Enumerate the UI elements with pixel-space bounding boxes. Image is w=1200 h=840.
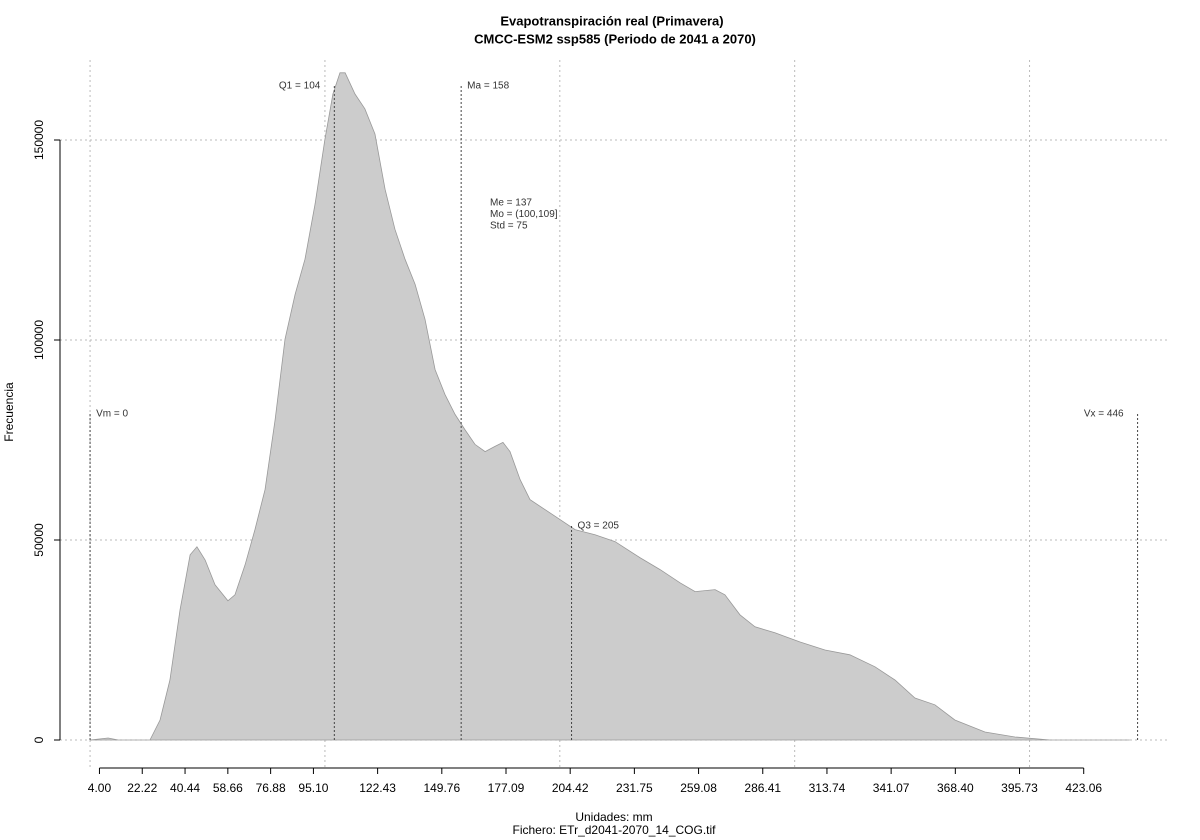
marker-label: Q1 = 104 xyxy=(279,81,321,92)
stat-label: Me = 137 xyxy=(490,198,532,209)
x-tick-label: 341.07 xyxy=(873,781,910,795)
x-tick-label: 122.43 xyxy=(359,781,396,795)
x-tick-label: 95.10 xyxy=(298,781,328,795)
x-axis-label: Unidades: mm xyxy=(575,810,652,824)
x-tick-label: 40.44 xyxy=(170,781,200,795)
y-tick-label: 50000 xyxy=(32,523,46,557)
x-tick-label: 368.40 xyxy=(937,781,974,795)
y-tick-label: 0 xyxy=(32,736,46,743)
marker-label: Q3 = 205 xyxy=(578,521,620,532)
marker-label: Vm = 0 xyxy=(96,409,128,420)
x-tick-label: 22.22 xyxy=(127,781,157,795)
x-tick-label: 259.08 xyxy=(680,781,717,795)
chart-title: Evapotranspiración real (Primavera) xyxy=(500,13,723,28)
x-tick-label: 76.88 xyxy=(256,781,286,795)
x-tick-label: 149.76 xyxy=(423,781,460,795)
stat-label: Mo = (100,109] xyxy=(490,209,558,220)
marker-label: Vx = 446 xyxy=(1084,409,1124,420)
x-tick-label: 423.06 xyxy=(1065,781,1102,795)
x-tick-label: 4.00 xyxy=(88,781,112,795)
x-tick-label: 231.75 xyxy=(616,781,653,795)
x-tick-label: 313.74 xyxy=(809,781,846,795)
x-tick-label: 395.73 xyxy=(1001,781,1038,795)
caption: Fichero: ETr_d2041-2070_14_COG.tif xyxy=(513,823,717,837)
x-tick-label: 204.42 xyxy=(552,781,589,795)
y-tick-label: 100000 xyxy=(32,320,46,360)
x-tick-label: 58.66 xyxy=(213,781,243,795)
x-tick-label: 177.09 xyxy=(488,781,525,795)
stat-label: Std = 75 xyxy=(490,221,528,232)
x-tick-label: 286.41 xyxy=(744,781,781,795)
chart-subtitle: CMCC-ESM2 ssp585 (Periodo de 2041 a 2070… xyxy=(474,31,756,46)
y-axis-label: Frecuencia xyxy=(2,382,16,442)
y-tick-label: 150000 xyxy=(32,120,46,160)
marker-label: Ma = 158 xyxy=(467,81,509,92)
density-area xyxy=(90,72,1130,741)
